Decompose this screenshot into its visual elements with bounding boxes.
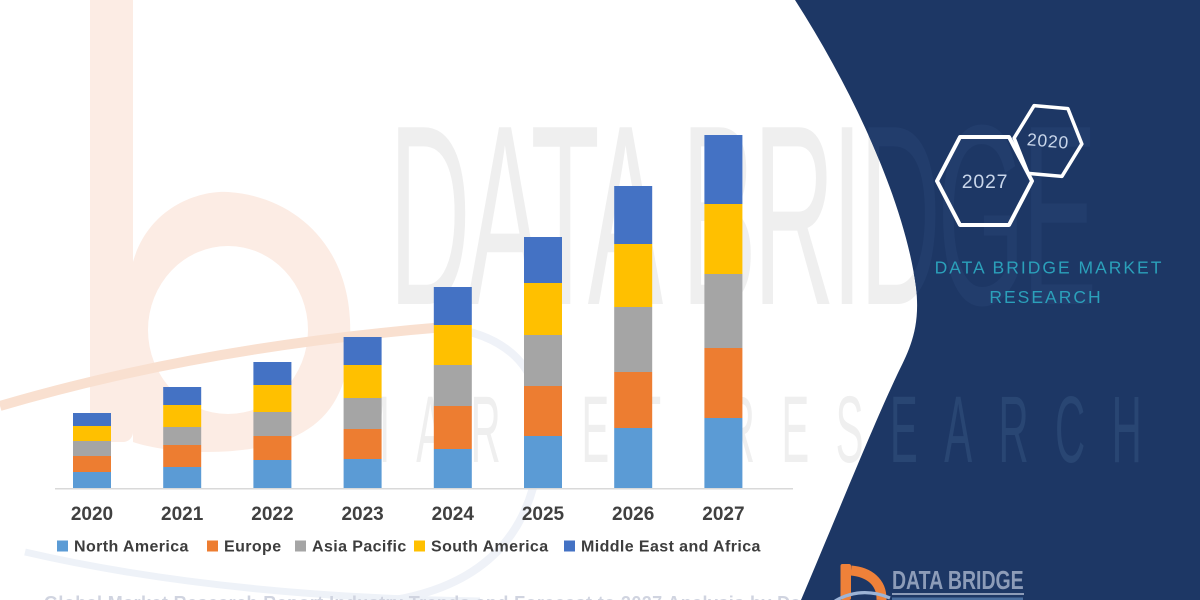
svg-text:2023: 2023 — [341, 504, 383, 525]
svg-text:2021: 2021 — [161, 504, 204, 525]
svg-text:Global Market Research Report: Global Market Research Report Industry T… — [44, 593, 1016, 600]
svg-text:RESEARCH: RESEARCH — [989, 287, 1102, 307]
svg-text:Europe: Europe — [224, 539, 282, 556]
svg-text:DATA BRIDGE MARKET: DATA BRIDGE MARKET — [935, 258, 1164, 278]
svg-text:2027: 2027 — [702, 504, 744, 525]
svg-text:DATA BRIDGE: DATA BRIDGE — [892, 565, 1024, 594]
svg-text:Middle East and Africa: Middle East and Africa — [581, 539, 761, 556]
svg-text:South America: South America — [431, 539, 549, 556]
svg-text:2020: 2020 — [71, 504, 113, 525]
svg-text:Asia Pacific: Asia Pacific — [312, 539, 407, 556]
svg-text:2024: 2024 — [432, 504, 475, 525]
svg-text:2020: 2020 — [1026, 129, 1070, 153]
svg-text:2027: 2027 — [962, 171, 1009, 193]
svg-text:2022: 2022 — [251, 504, 293, 525]
svg-text:2026: 2026 — [612, 504, 654, 525]
svg-text:2025: 2025 — [522, 504, 565, 525]
svg-text:North America: North America — [74, 539, 189, 556]
